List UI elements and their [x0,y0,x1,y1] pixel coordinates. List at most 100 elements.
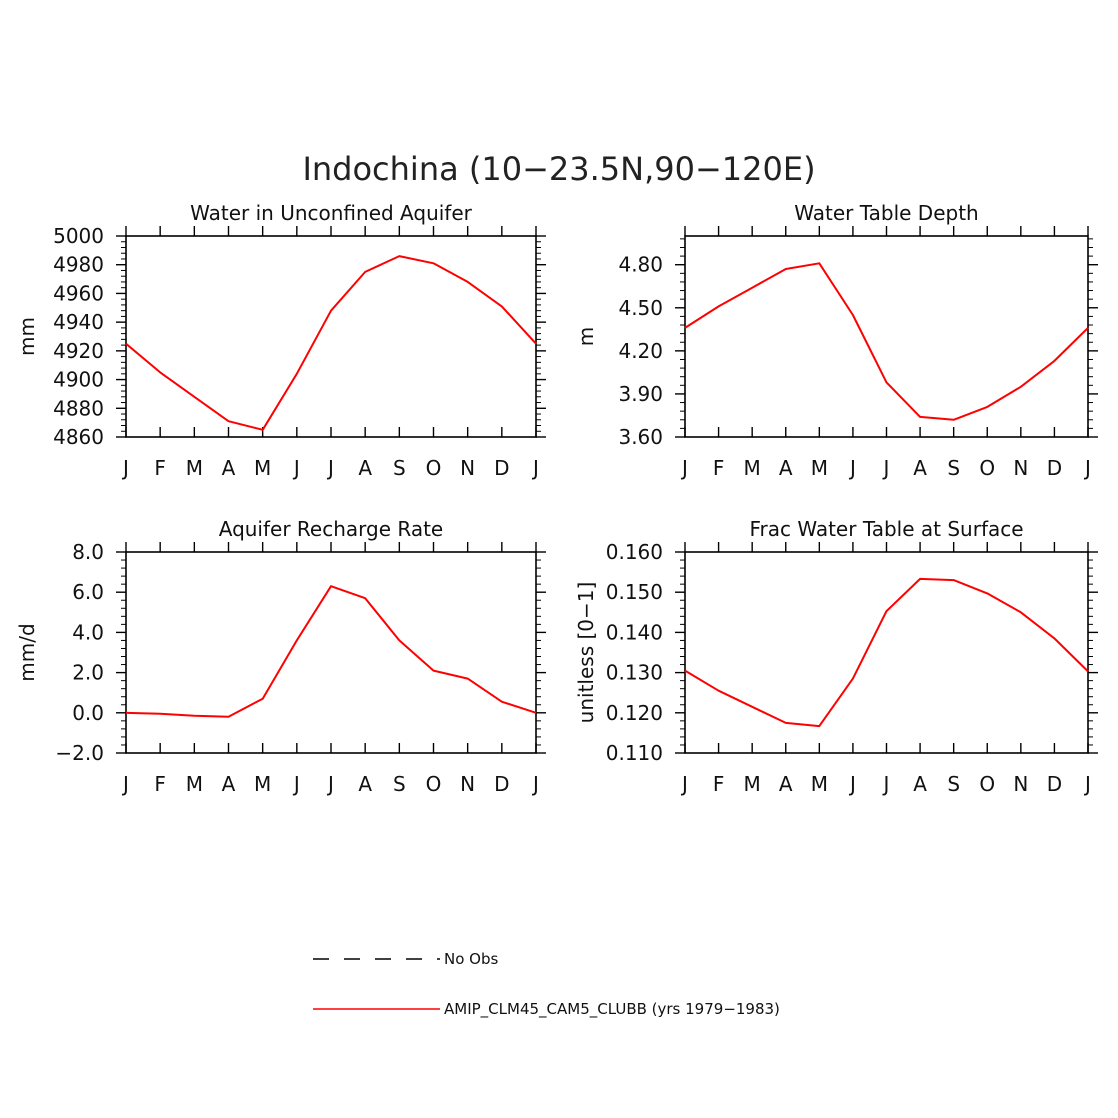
x-tick-label: M [744,772,761,796]
x-tick-label: M [811,772,828,796]
y-tick-label: 4.0 [72,620,104,644]
legend: No Obs AMIP_CLM45_CAM5_CLUBB (yrs 1979−19… [313,950,780,1019]
x-tick-label: F [713,772,725,796]
y-tick-label: 8.0 [72,540,104,564]
x-tick-label: O [426,456,442,480]
y-tick-label: 4.20 [618,339,663,363]
x-tick-label: J [292,456,300,480]
plot-frame [684,551,1089,754]
y-axis-label: unitless [0−1] [574,582,598,724]
series-line [125,255,537,431]
x-tick-label: D [494,772,509,796]
chart-title: Water in Unconfined Aquifer [190,201,473,225]
y-tick-label: 0.160 [606,540,663,564]
y-tick-label: 0.120 [606,701,663,725]
series-line [684,262,1089,421]
chart-title: Frac Water Table at Surface [749,517,1023,541]
x-tick-label: J [326,456,334,480]
legend-item: AMIP_CLM45_CAM5_CLUBB (yrs 1979−1983) [313,1000,780,1019]
y-axis-label: mm [15,317,39,356]
x-tick-label: F [154,772,166,796]
x-tick-label: J [848,456,856,480]
x-tick-label: A [779,456,793,480]
x-tick-label: M [744,456,761,480]
y-tick-label: 3.90 [618,382,663,406]
x-tick-label: O [979,456,995,480]
x-tick-label: O [426,772,442,796]
x-tick-label: J [531,772,539,796]
x-tick-label: D [494,456,509,480]
y-tick-label: 0.150 [606,580,663,604]
y-tick-label: 0.110 [606,741,663,765]
y-tick-label: 4860 [53,425,104,449]
x-tick-label: S [947,772,960,796]
x-tick-label: A [779,772,793,796]
x-tick-label: S [393,456,406,480]
chart-panel-4: Frac Water Table at Surface unitless [0−1… [574,517,1098,796]
x-tick-label: N [1013,456,1028,480]
legend-label: No Obs [444,950,498,968]
y-tick-label: 0.0 [72,701,104,725]
x-tick-label: J [1083,772,1091,796]
y-axis-label: mm/d [15,623,39,681]
series-line [125,585,537,718]
x-tick-label: J [326,772,334,796]
y-tick-label: 4960 [53,281,104,305]
x-tick-label: A [358,772,372,796]
y-tick-label: 0.140 [606,620,663,644]
x-tick-label: A [222,456,236,480]
x-tick-label: S [947,456,960,480]
x-tick-label: A [913,772,927,796]
x-tick-label: M [811,456,828,480]
x-tick-label: J [680,456,688,480]
x-tick-label: D [1047,772,1062,796]
figure-title: Indochina (10−23.5N,90−120E) [302,150,815,188]
y-tick-label: 4880 [53,396,104,420]
x-tick-label: N [460,456,475,480]
y-tick-label: −2.0 [55,741,104,765]
legend-label: AMIP_CLM45_CAM5_CLUBB (yrs 1979−1983) [444,1000,780,1019]
chart-title: Water Table Depth [794,201,978,225]
x-tick-label: F [154,456,166,480]
y-tick-label: 4900 [53,368,104,392]
x-tick-label: O [979,772,995,796]
y-tick-label: 2.0 [72,661,104,685]
x-tick-label: A [358,456,372,480]
y-tick-label: 6.0 [72,580,104,604]
y-tick-label: 0.130 [606,661,663,685]
x-tick-label: N [1013,772,1028,796]
x-tick-label: J [531,456,539,480]
x-tick-label: J [882,456,890,480]
plot-frame [125,551,537,754]
x-tick-label: J [848,772,856,796]
plot-frame [125,235,537,438]
x-tick-label: J [121,772,129,796]
y-tick-label: 4920 [53,339,104,363]
y-tick-label: 4940 [53,310,104,334]
x-tick-label: D [1047,456,1062,480]
y-axis-label: m [574,327,598,346]
x-tick-label: S [393,772,406,796]
x-tick-label: J [292,772,300,796]
x-tick-label: N [460,772,475,796]
y-tick-label: 4.50 [618,296,663,320]
y-tick-label: 4.80 [618,253,663,277]
x-tick-label: M [254,772,271,796]
x-tick-label: A [913,456,927,480]
x-tick-label: J [121,456,129,480]
series-line [684,577,1089,728]
plot-frame [684,235,1089,438]
x-tick-label: M [254,456,271,480]
legend-item: No Obs [313,950,498,968]
x-tick-label: A [222,772,236,796]
chart-title: Aquifer Recharge Rate [219,517,444,541]
x-tick-label: J [882,772,890,796]
x-tick-label: J [680,772,688,796]
x-tick-label: J [1083,456,1091,480]
y-tick-label: 3.60 [618,425,663,449]
